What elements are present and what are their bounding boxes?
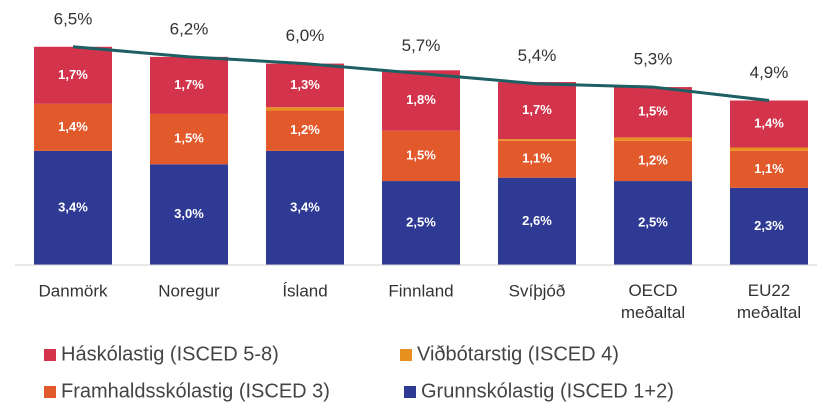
data-label: 1,1% [522,151,552,166]
bar-segment [266,110,344,151]
legend-label: Háskólastig (ISCED 5-8) [61,343,279,365]
x-tick-label: Ísland [282,281,327,300]
legend-swatch [404,386,416,398]
bar-segment [730,147,808,151]
total-line [72,45,770,102]
data-label: 1,8% [406,92,436,107]
total-label: 4,9% [750,63,789,82]
data-label: 1,5% [406,147,436,162]
bar-segment [614,140,692,182]
x-tick-label: Svíþjóð [509,281,566,300]
data-label: 1,2% [290,122,320,137]
bar-segment [498,177,576,265]
bar-segment [614,87,692,138]
data-label: 3,4% [290,199,320,214]
bar-segment [266,150,344,265]
x-tick-label: Noregur [158,281,220,300]
bar-segment [730,150,808,188]
data-label: 3,4% [58,199,88,214]
data-label: 1,7% [174,77,204,92]
legend-label: Grunnskólastig (ISCED 1+2) [421,380,674,402]
x-tick-label: OECD meðaltal [621,281,685,322]
bar-segment [266,107,344,111]
bar-segment [34,46,112,104]
legend-swatch [44,386,56,398]
bar-segment [382,181,460,265]
bar-segment [150,56,228,114]
data-label: 2,5% [638,214,668,229]
bar-segment [498,139,576,141]
data-label: 1,4% [58,119,88,134]
data-label: 2,6% [522,213,552,228]
bar-segment [498,82,576,140]
legend-label: Viðbótarstig (ISCED 4) [417,343,619,365]
legend-swatch [44,349,56,361]
bar-segment [266,63,344,108]
total-label: 5,4% [518,46,557,65]
data-label: 1,7% [58,67,88,82]
data-label: 1,2% [638,152,668,167]
bar-segment [730,187,808,265]
bar-segment [498,140,576,178]
bar-segment [34,103,112,151]
bar-segment [382,70,460,131]
data-label: 1,5% [638,104,668,119]
total-label: 5,7% [402,36,441,55]
data-label: 2,3% [754,218,784,233]
data-label: 1,7% [522,102,552,117]
x-tick-label: Danmörk [39,281,108,300]
total-label: 5,3% [634,50,673,69]
data-label: 1,3% [290,77,320,92]
bar-segment [382,130,460,182]
data-label: 3,0% [174,206,204,221]
bar-segment [614,181,692,265]
data-label: 2,5% [406,214,436,229]
bar-segment [34,150,112,265]
bar-segment [150,113,228,165]
legend-swatch [400,349,412,361]
data-label: 1,4% [754,115,784,130]
total-label: 6,5% [54,9,93,28]
bar-segment [150,164,228,265]
total-label: 6,2% [170,19,209,38]
legend-label: Framhaldsskólastig (ISCED 3) [61,380,330,402]
x-tick-label: Finnland [388,281,453,300]
x-tick-label: EU22 meðaltal [737,281,801,322]
bar-segment [614,137,692,141]
data-label: 1,1% [754,161,784,176]
data-label: 1,5% [174,131,204,146]
total-label: 6,0% [286,26,325,45]
bar-segment [730,100,808,148]
